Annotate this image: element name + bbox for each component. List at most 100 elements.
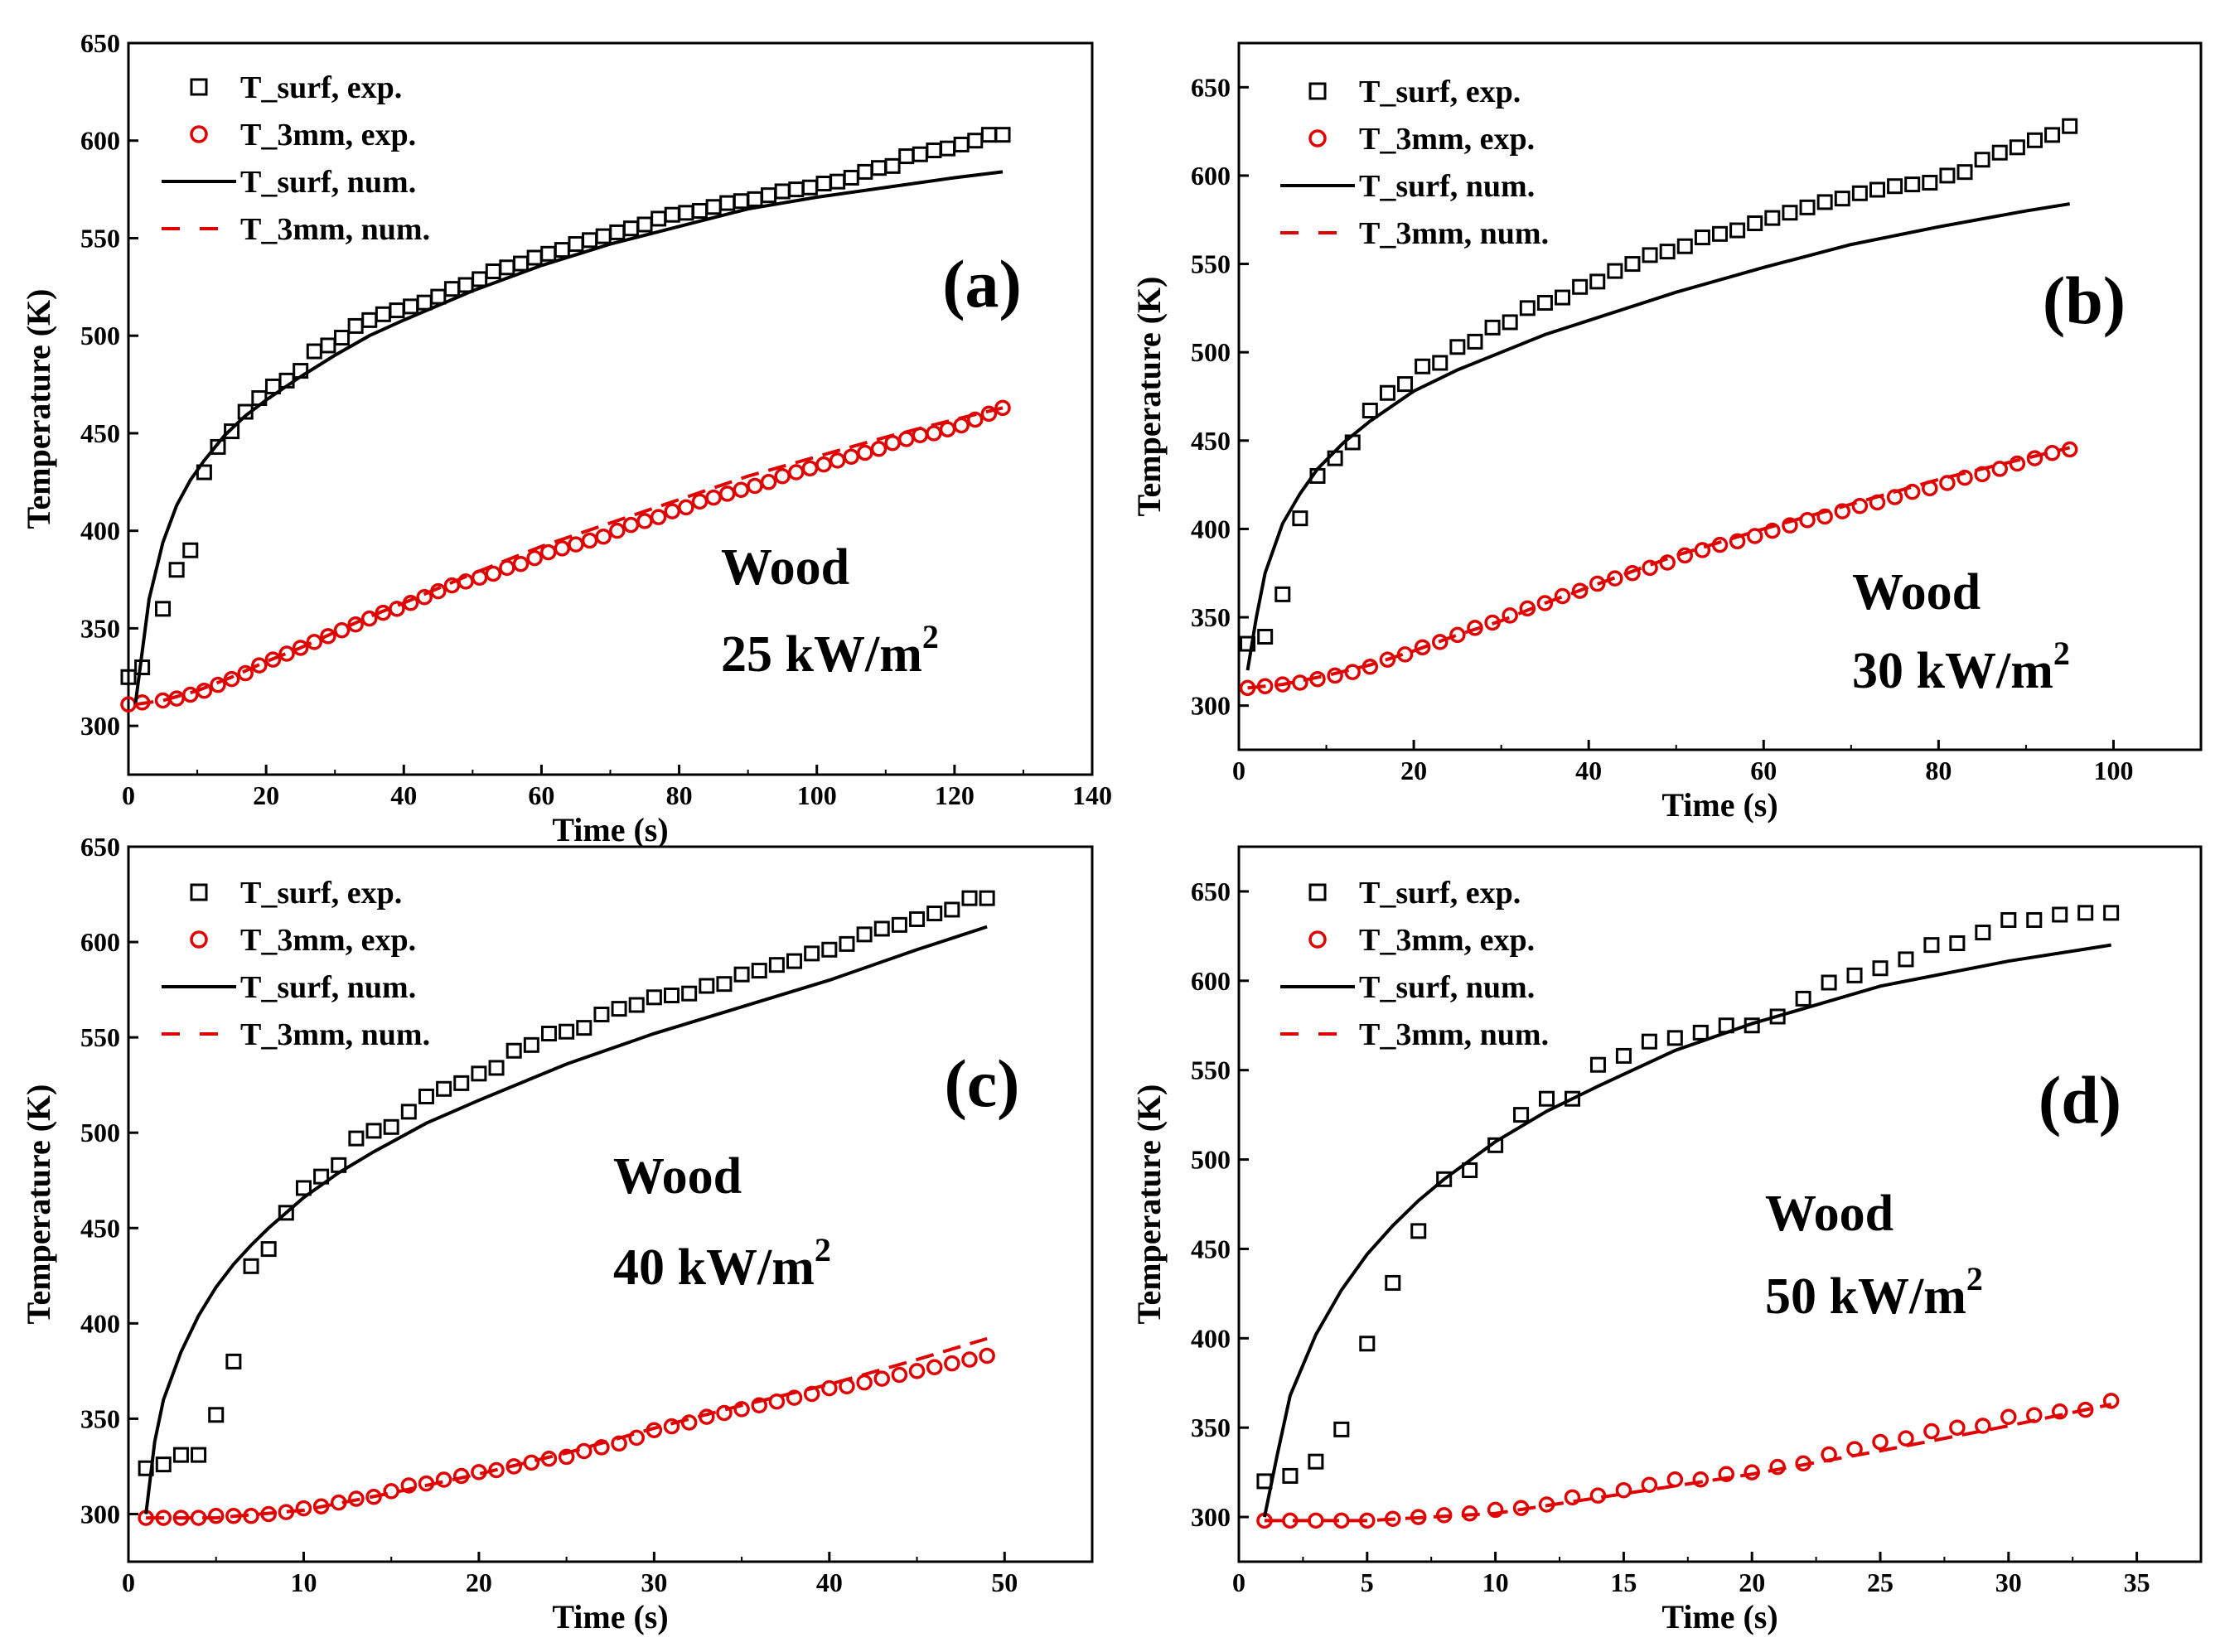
exp-3mm-point [554,540,571,557]
exp-surf-point [576,1020,592,1036]
exp-surf-point [1274,586,1291,602]
flux-value: 25 kW/m [721,626,922,683]
exp-surf-point [1851,185,1868,201]
exp-surf-point [457,277,474,293]
exp-surf-point [1333,1421,1350,1437]
exp-3mm-point [383,1483,399,1500]
series-t-surf-num- [1263,943,2111,1518]
legend-entry: T_surf, num. [1359,169,1535,204]
exp-3mm-point [609,522,626,539]
exp-3mm-point [558,1448,575,1466]
exp-3mm-point [1308,1512,1324,1529]
y-tick-label: 500 [1191,1145,1231,1175]
exp-surf-point [940,140,956,157]
legend-entry: T_3mm, exp. [240,118,416,152]
y-tick-label: 400 [1191,514,1231,543]
exp-surf-point [705,199,722,215]
exp-surf-point [856,926,873,943]
exp-surf-point [295,1180,312,1196]
exp-3mm-point [278,645,295,662]
exp-surf-point [1589,273,1606,290]
exp-surf-point [172,1447,189,1463]
exp-3mm-point [1949,1419,1966,1436]
exp-3mm-point [1449,626,1466,644]
exp-3mm-point [1898,1430,1914,1447]
exp-surf-point [1359,1336,1376,1352]
exp-3mm-point [1659,554,1676,571]
x-tick-label: 50 [991,1567,1018,1597]
exp-3mm-point [1571,582,1589,599]
exp-surf-point [609,224,626,240]
exp-3mm-point [716,1404,733,1422]
exp-surf-point [1642,247,1658,263]
exp-surf-point [488,1060,505,1076]
series-t-3mm-exp- [1256,1393,2120,1529]
exp-surf-point [1362,403,1378,419]
x-tick-label: 30 [641,1567,667,1597]
exp-surf-point [505,1042,522,1059]
exp-surf-point [1624,256,1641,273]
exp-surf-point [1282,1467,1299,1484]
exp-3mm-point [2000,1408,2017,1425]
exp-3mm-point [1292,674,1308,691]
panel-a: 0 20 40 60 80 100 120 140 300 350 400 450 500 550 600 6… [20,28,1112,848]
exp-surf-point [611,1001,627,1017]
exp-3mm-point [1666,1471,1684,1488]
x-tick-label: 0 [122,1567,135,1597]
exp-surf-point [804,945,820,962]
exp-3mm-point [1729,533,1746,550]
exp-3mm-point [182,686,199,703]
exp-surf-point [699,978,715,994]
exp-surf-point [348,1130,365,1147]
exp-surf-point [2052,906,2068,923]
x-tick-label: 25 [1867,1567,1894,1597]
exp-surf-point [1572,278,1589,295]
exp-surf-point [168,562,185,578]
exp-3mm-point [416,588,433,606]
exp-surf-point [2026,911,2043,928]
y-tick-label: 650 [80,28,120,58]
panel-label: (c) [944,1046,1019,1121]
flux-value: 30 kW/m [1852,643,2053,699]
exp-surf-point [1513,1107,1530,1123]
exp-surf-point [1410,1223,1427,1239]
exp-surf-point [733,966,750,983]
exp-3mm-point [873,1370,891,1387]
exp-surf-point [1256,1473,1273,1490]
exp-3mm-point [526,549,543,567]
exp-3mm-point [856,1374,873,1391]
exp-surf-point [1536,294,1553,311]
exp-3mm-point [908,1363,926,1379]
flux-superscript: 2 [1966,1260,1983,1297]
exp-surf-point [306,343,322,360]
x-tick-label: 10 [1482,1567,1509,1597]
x-tick-label: 5 [1361,1567,1374,1597]
exp-surf-point [801,179,818,196]
exp-3mm-point [333,622,351,639]
exp-surf-point [1397,376,1414,393]
exp-3mm-point [733,481,750,498]
exp-3mm-point [361,610,378,627]
exp-surf-point [884,157,901,174]
x-tick-label: 80 [666,780,693,810]
exp-surf-point [383,1118,399,1135]
exp-surf-point [994,127,1011,143]
exp-surf-point [761,187,777,204]
legend-circle-symbol [190,930,208,949]
exp-surf-point [1782,205,1798,221]
exp-3mm-point [1782,517,1798,534]
legend-square-symbol [190,78,208,96]
exp-3mm-point [897,431,915,447]
exp-surf-point [400,1104,417,1120]
exp-surf-point [1292,510,1308,527]
x-tick-label: 20 [466,1567,492,1597]
exp-3mm-point [664,503,681,519]
x-tick-label: 0 [122,780,135,810]
x-tick-label: 60 [528,780,554,810]
y-tick-label: 300 [1191,1502,1231,1532]
flux-annotation: 50 kW/m2 [1765,1260,1983,1325]
exp-3mm-point [1536,595,1554,611]
y-tick-label: 400 [80,1308,120,1338]
exp-3mm-point [1692,1471,1710,1488]
x-tick-label: 100 [797,780,837,810]
